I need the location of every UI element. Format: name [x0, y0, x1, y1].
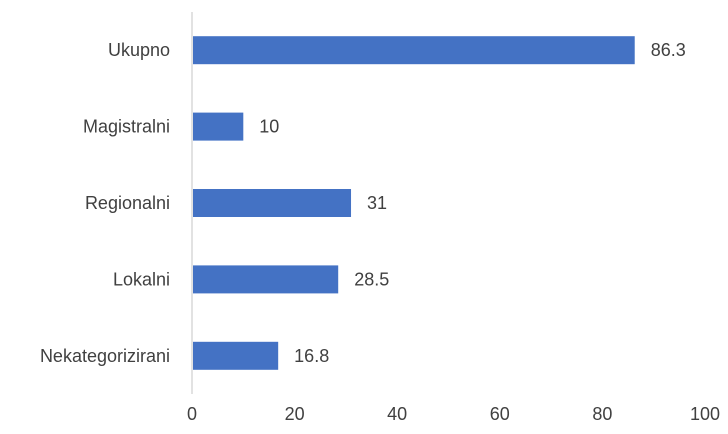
bar-regionalni — [193, 189, 352, 217]
category-label: Magistralni — [83, 117, 170, 137]
value-label: 31 — [367, 193, 387, 213]
category-label: Nekategorizirani — [40, 346, 170, 366]
bars-group — [193, 36, 635, 370]
bar-magistralni — [193, 112, 244, 141]
bar-nekategorizirani — [193, 341, 279, 370]
category-label: Ukupno — [108, 40, 170, 60]
x-tick-label: 20 — [285, 404, 305, 424]
category-label: Regionalni — [85, 193, 170, 213]
x-tick-label: 80 — [592, 404, 612, 424]
x-tick-label: 0 — [187, 404, 197, 424]
bar-ukupno — [193, 36, 635, 65]
bar-lokalni — [193, 265, 339, 294]
x-tick-label: 40 — [387, 404, 407, 424]
category-label: Lokalni — [113, 269, 170, 289]
category-labels: Ukupno Magistralni Regionalni Lokalni Nekate… — [40, 40, 170, 366]
value-label: 16.8 — [294, 346, 329, 366]
value-label: 86.3 — [651, 40, 686, 60]
value-label: 10 — [259, 117, 279, 137]
x-tick-label: 60 — [490, 404, 510, 424]
value-labels: 86.3 10 31 28.5 16.8 — [259, 40, 685, 366]
x-tick-label: 100 — [690, 404, 720, 424]
value-label: 28.5 — [354, 269, 389, 289]
x-tick-labels: 0 20 40 60 80 100 — [187, 404, 720, 424]
